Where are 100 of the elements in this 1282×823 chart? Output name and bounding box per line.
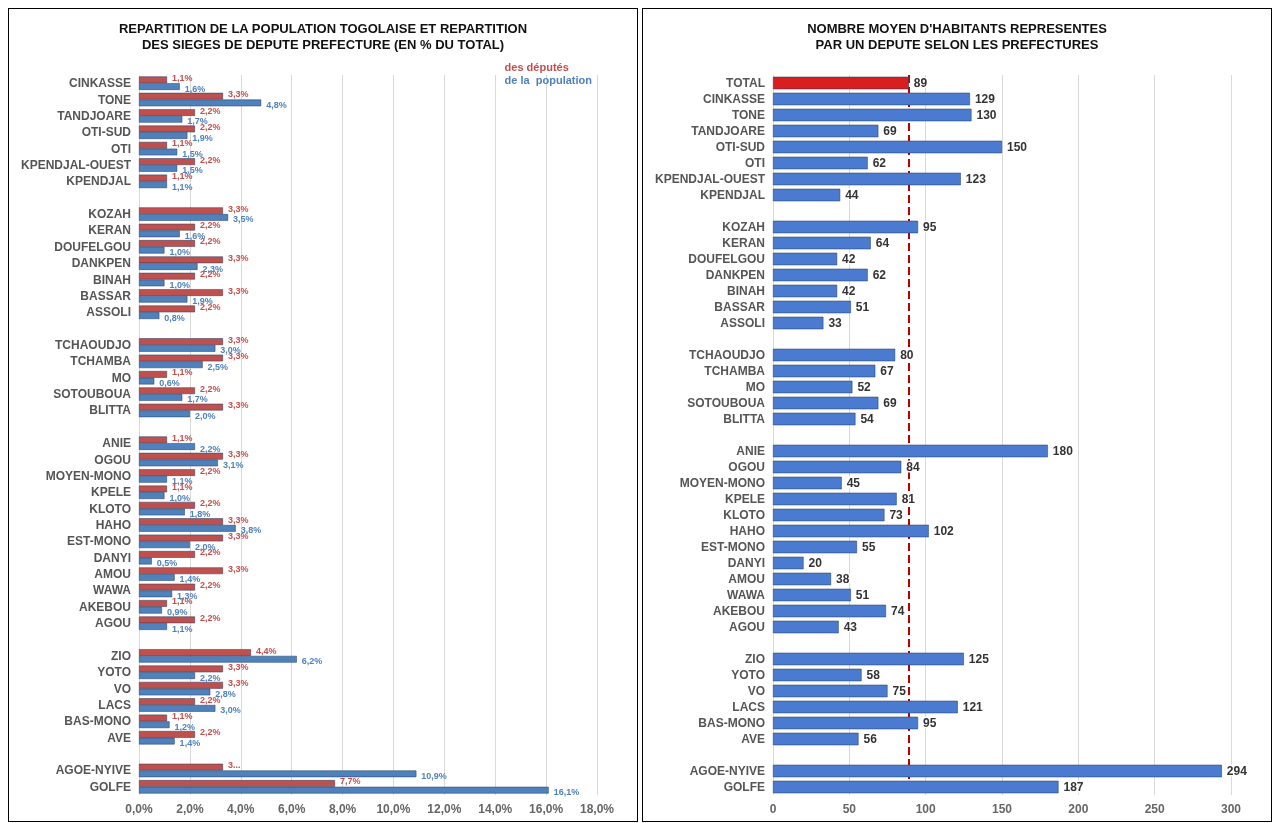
x-tick-label: 14,0%	[478, 802, 513, 816]
data-label: 4,8%	[266, 99, 287, 110]
data-label: 1,5%	[182, 148, 203, 159]
bar	[773, 556, 804, 570]
y-tick-label: EST-MONO	[66, 534, 131, 549]
data-label: 2,2%	[199, 220, 221, 231]
data-label: 1,0%	[169, 279, 190, 290]
data-label: 3,3%	[227, 563, 249, 574]
y-tick-label: AGOE-NYIVE	[55, 763, 131, 778]
data-label: 1,7%	[187, 116, 208, 127]
bar	[773, 108, 972, 122]
y-tick-label: BAS-MONO	[698, 716, 765, 730]
bar	[773, 300, 851, 314]
y-tick-label: MOYEN-MONO	[45, 468, 131, 483]
data-label: 3,0%	[220, 705, 241, 716]
data-label: 89	[913, 76, 928, 90]
y-tick-label: BASSAR	[714, 300, 766, 314]
y-tick-label: GOLFE	[89, 779, 131, 794]
x-tick-label: 50	[842, 802, 857, 816]
y-tick-label: AGOU	[95, 616, 131, 631]
data-label: 3,3%	[227, 449, 249, 460]
bar	[773, 348, 896, 362]
data-label: 95	[923, 716, 937, 730]
data-label: 129	[974, 92, 996, 106]
data-label: 55	[861, 540, 876, 554]
bar	[773, 444, 1048, 458]
y-tick-label: AVE	[741, 732, 765, 746]
data-label: 1,8%	[189, 508, 211, 519]
bar	[773, 236, 871, 250]
data-label: 84	[906, 460, 920, 474]
y-tick-label: DANKPEN	[705, 268, 765, 282]
bar	[773, 780, 1059, 794]
data-label: 33	[828, 316, 843, 330]
y-tick-label: MOYEN-MONO	[679, 476, 765, 490]
data-label: 52	[857, 380, 872, 394]
y-tick-label: CINKASSE	[68, 76, 131, 91]
data-label: 1,1%	[171, 138, 193, 149]
data-label: 45	[846, 476, 861, 490]
bar	[773, 156, 868, 170]
data-label: 1,0%	[169, 492, 190, 503]
bar	[773, 412, 856, 426]
data-label: 102	[933, 524, 955, 538]
y-tick-label: AKEBOU	[78, 599, 131, 614]
data-label: 69	[883, 124, 898, 138]
x-tick-label: 4,0%	[227, 802, 255, 816]
y-tick-label: TANDJOARE	[691, 124, 765, 138]
data-label: 187	[1063, 780, 1084, 794]
bar	[773, 620, 839, 634]
x-tick-label: 2,0%	[176, 802, 204, 816]
y-tick-label: KLOTO	[723, 508, 765, 522]
bar	[773, 364, 876, 378]
data-label: 3,3%	[227, 203, 249, 214]
bar	[773, 284, 838, 298]
bar	[773, 588, 851, 602]
data-label: 42	[842, 252, 856, 266]
data-label: 0,8%	[164, 312, 185, 323]
data-label: 123	[965, 172, 987, 186]
bar	[773, 188, 841, 202]
bar	[773, 380, 853, 394]
x-tick-label: 100	[915, 802, 936, 816]
x-tick-label: 12,0%	[427, 802, 462, 816]
y-tick-label: CINKASSE	[702, 92, 765, 106]
x-tick-label: 10,0%	[376, 802, 411, 816]
data-label: 2,2%	[199, 580, 221, 591]
data-label: 3,3%	[227, 89, 249, 100]
text: de la population	[504, 73, 593, 86]
y-tick-label: AGOE-NYIVE	[689, 764, 765, 778]
data-label: 3,3%	[227, 400, 249, 411]
x-tick-label: 150	[991, 802, 1013, 816]
y-tick-label: VO	[747, 684, 765, 698]
y-tick-label: YOTO	[731, 668, 765, 682]
bar	[773, 124, 879, 138]
data-label: 1,1%	[171, 623, 193, 634]
y-tick-label: LACS	[732, 700, 765, 714]
y-tick-label: TOTAL	[726, 76, 765, 90]
y-tick-label: ZIO	[111, 648, 131, 663]
y-tick-label: ANIE	[736, 444, 765, 458]
y-tick-label: HAHO	[95, 518, 131, 532]
y-tick-label: TCHAMBA	[704, 364, 766, 378]
data-label: 64	[875, 236, 890, 250]
y-tick-label: KLOTO	[89, 501, 131, 516]
data-label: 2,8%	[215, 688, 236, 699]
y-tick-label: DOUFELGOU	[54, 239, 131, 254]
data-label: 2,2%	[199, 727, 221, 738]
data-label: 3,8%	[240, 525, 262, 536]
bar	[773, 140, 1002, 154]
data-label: 2,5%	[207, 361, 229, 372]
data-label: 294	[1226, 764, 1248, 778]
x-tick-label: 18,0%	[579, 802, 615, 816]
data-label: 2,2%	[199, 498, 221, 509]
y-tick-label: ZIO	[745, 652, 765, 666]
y-tick-label: OTI-SUD	[715, 140, 766, 154]
y-tick-label: BLITTA	[723, 412, 766, 426]
bar	[773, 396, 879, 410]
bar	[773, 684, 888, 698]
x-tick-label: 0,0%	[125, 802, 153, 816]
data-label: 38	[836, 572, 850, 586]
y-tick-label: OGOU	[94, 452, 131, 467]
x-tick-label: 8,0%	[328, 802, 357, 816]
y-tick-label: OTI	[745, 156, 765, 170]
